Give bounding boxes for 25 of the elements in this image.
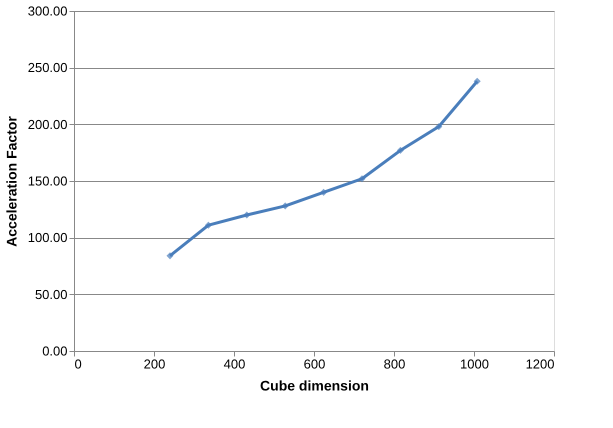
point (320, 188, 328, 196)
y-tick-label: 250.00 (28, 60, 68, 76)
y-tick-label: 0.00 (42, 344, 68, 358)
point (204, 222, 212, 229)
point (243, 211, 250, 219)
x-tick-label: 800 (384, 356, 406, 372)
x-tick-label: 400 (224, 356, 246, 372)
point (396, 146, 404, 154)
x-tick-label: 1200 (526, 356, 554, 372)
point (166, 252, 174, 260)
y-tick-label: 150.00 (28, 174, 68, 188)
y-tick-label: 100.00 (28, 230, 68, 246)
point (435, 123, 442, 130)
x-tick-label: 1000 (460, 356, 489, 372)
y-tick-label: 50.00 (34, 286, 68, 302)
x-tick-label: 600 (304, 356, 326, 372)
x-tick-label: 0 (74, 356, 82, 372)
x-axis-title: Cube dimension (260, 378, 369, 394)
x-tick-label: 200 (144, 356, 166, 372)
y-axis-title: Acceleration Factor (4, 116, 20, 247)
y-tick-label: 300.00 (28, 4, 68, 18)
point (474, 78, 481, 85)
y-tick-label: 200.00 (28, 116, 68, 132)
point (358, 175, 366, 182)
point (282, 202, 289, 210)
